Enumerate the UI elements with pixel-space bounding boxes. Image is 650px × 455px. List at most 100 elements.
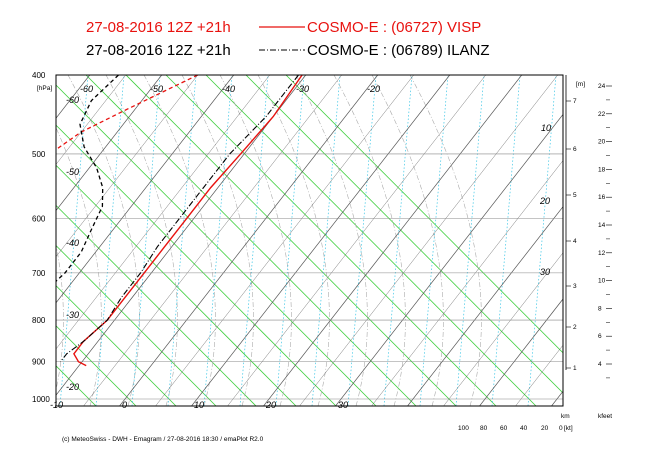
moist-adiabat-line (257, 75, 330, 406)
isotherm-line (479, 298, 563, 406)
moist-adiabat-line (56, 127, 102, 406)
dry-adiabat-line (56, 365, 97, 406)
moist-adiabat-line (0, 75, 25, 406)
mixing-ratio-line (203, 75, 233, 406)
km-tick-label: 1 (573, 365, 577, 372)
dry-adiabats (0, 75, 563, 406)
isotherm-line (335, 113, 563, 406)
isotherm-line (515, 344, 563, 406)
km-label: km (561, 413, 570, 420)
mixing-ratio-line (383, 75, 413, 406)
kfeet-tick-label: 4 (598, 361, 602, 368)
isotherm-line (299, 75, 558, 406)
mixing-ratio-line (59, 75, 89, 406)
dry-adiabat-line (285, 75, 563, 354)
mixing-ratio-line (491, 75, 521, 406)
isotherm-line (263, 75, 522, 406)
isotherm-label-left: -50 (66, 167, 79, 177)
wind-scale-label: 20 (541, 425, 549, 432)
isotherm-line (56, 75, 270, 350)
mixing-ratio-line (311, 75, 341, 406)
isotherm-line (0, 75, 18, 406)
dry-adiabat-line (56, 405, 57, 406)
isotherm-label: -30 (296, 84, 309, 94)
moist-adiabat-line (219, 75, 292, 406)
isotherm-label: -10 (50, 400, 63, 410)
mixing-ratio-line (527, 75, 557, 406)
dry-adiabat-line (0, 75, 16, 406)
kfeet-tick-label: 20 (598, 139, 606, 146)
mixing-ratio-line (347, 75, 377, 406)
isotherm-line (191, 75, 450, 406)
kfeet-tick-label: 16 (598, 194, 606, 201)
isotherm-line (443, 252, 563, 406)
moist-adiabat-line (105, 75, 178, 406)
dry-adiabat-line (125, 75, 457, 406)
kfeet-tick-label: 12 (598, 250, 606, 257)
legend-line-ilanz: 27-08-2016 12Z +21h COSMO-E : (06789) IL… (86, 42, 490, 59)
wind-speed-scale: 100 80 60 40 20 0 (458, 425, 563, 432)
pressure-axis: 400 500 600 700 800 900 1000 (32, 71, 50, 404)
km-tick-label: 5 (573, 192, 577, 199)
mixing-ratio-label: 10 (541, 123, 551, 133)
mixing-ratio-line (167, 75, 197, 406)
isotherm-line (56, 75, 162, 212)
wind-scale-label: 80 (480, 425, 488, 432)
moist-adiabat-line (181, 75, 254, 406)
pressure-tick-label: 400 (32, 71, 46, 80)
mixing-ratio-line (455, 75, 485, 406)
profile-visp_temp (73, 75, 303, 367)
wind-scale-label: 60 (500, 425, 508, 432)
isotherm-label-left: -20 (66, 382, 79, 392)
isotherm-label-left: -40 (66, 238, 79, 248)
kfeet-tick-label: 8 (598, 305, 602, 312)
mixing-ratio-line (95, 75, 125, 406)
pressure-tick-label: 700 (32, 269, 46, 278)
sounding-profiles (56, 75, 303, 367)
moist-adiabat-line (56, 243, 64, 392)
kfeet-tick-label: 18 (598, 166, 606, 173)
kfeet-tick-label: 14 (598, 222, 606, 229)
isotherm-line (119, 75, 378, 406)
profile-visp_dew (56, 75, 198, 151)
km-tick-label: 7 (573, 98, 577, 105)
wind-scale-label: 40 (520, 425, 528, 432)
isotherm-label: 10 (194, 400, 204, 410)
height-km-axis: 1 2 3 4 5 6 7 (566, 98, 577, 372)
isotherm-line (155, 75, 414, 406)
wind-scale-label: 100 (458, 425, 469, 432)
dry-adiabat-line (56, 84, 377, 406)
isotherm-label-left: -60 (66, 95, 79, 105)
mixing-ratio-line (275, 75, 305, 406)
isotherm-line (56, 75, 198, 258)
footer-credit: (c) MeteoSwiss - DWH - Emagram / 27-08-2… (62, 436, 264, 443)
height-kfeet-axis: 24 22 20 18 16 14 12 10 8 6 4 (598, 83, 612, 379)
mixing-ratio-labels: 10 20 30 (539, 123, 551, 277)
isotherm-line (56, 75, 234, 304)
isotherm-line (83, 75, 342, 406)
mixing-ratio-label: 30 (540, 267, 550, 277)
pressure-tick-label: 1000 (32, 395, 50, 404)
title-visp-suffix: COSMO-E : (06727) VISP (307, 19, 481, 36)
title-ilanz-prefix: 27-08-2016 12Z +21h (86, 42, 231, 59)
isotherm-label: -40 (222, 84, 235, 94)
isotherm-label: -50 (150, 84, 163, 94)
isotherm-line (56, 75, 306, 396)
isotherm-label: 20 (265, 400, 276, 410)
isotherm-label: -60 (80, 84, 93, 94)
pressure-tick-label: 500 (32, 150, 46, 159)
moist-adiabat-line (371, 75, 444, 406)
dry-adiabat-line (56, 244, 217, 406)
dry-adiabat-line (205, 75, 537, 406)
title-visp-prefix: 27-08-2016 12Z +21h (86, 19, 231, 36)
mixing-ratio-line (239, 75, 269, 406)
pressure-unit: [hPa] (37, 85, 52, 92)
kfeet-label: kfeet (598, 413, 612, 420)
km-tick-label: 3 (573, 283, 577, 290)
dry-adiabat-line (56, 124, 337, 406)
kfeet-tick-label: 22 (598, 111, 606, 118)
kfeet-tick-label: 10 (598, 278, 606, 285)
plot-frame (55, 74, 564, 407)
moist-adiabat-line (143, 75, 216, 406)
moist-adiabat-line (333, 75, 406, 406)
